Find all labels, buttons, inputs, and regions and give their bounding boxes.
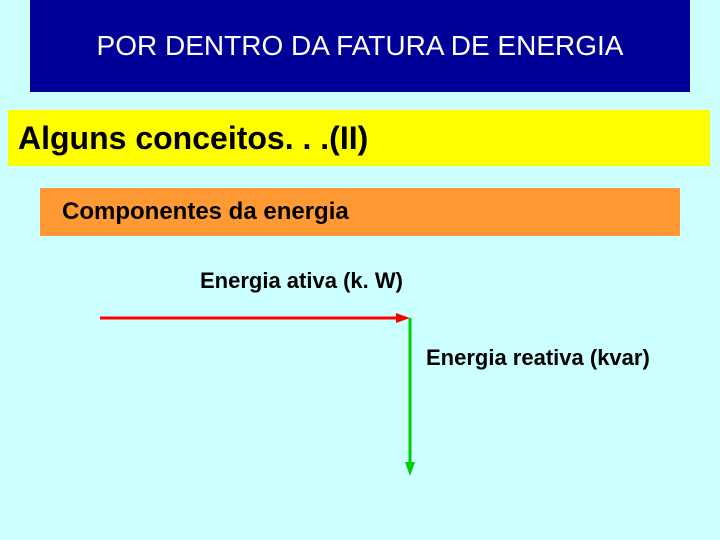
subtitle-banner: Alguns conceitos. . .(II): [8, 110, 710, 166]
label-active-energy: Energia ativa (k. W): [200, 268, 403, 294]
label-reactive-energy: Energia reativa (kvar): [426, 345, 650, 371]
section-banner: Componentes da energia: [40, 188, 680, 236]
subtitle-text: Alguns conceitos. . .(II): [18, 120, 368, 157]
title-text: POR DENTRO DA FATURA DE ENERGIA: [97, 30, 624, 62]
section-text: Componentes da energia: [62, 198, 349, 226]
title-banner: POR DENTRO DA FATURA DE ENERGIA: [30, 0, 690, 92]
arrow-reactive-energy: [394, 302, 426, 492]
arrow-active-energy: [84, 302, 426, 334]
